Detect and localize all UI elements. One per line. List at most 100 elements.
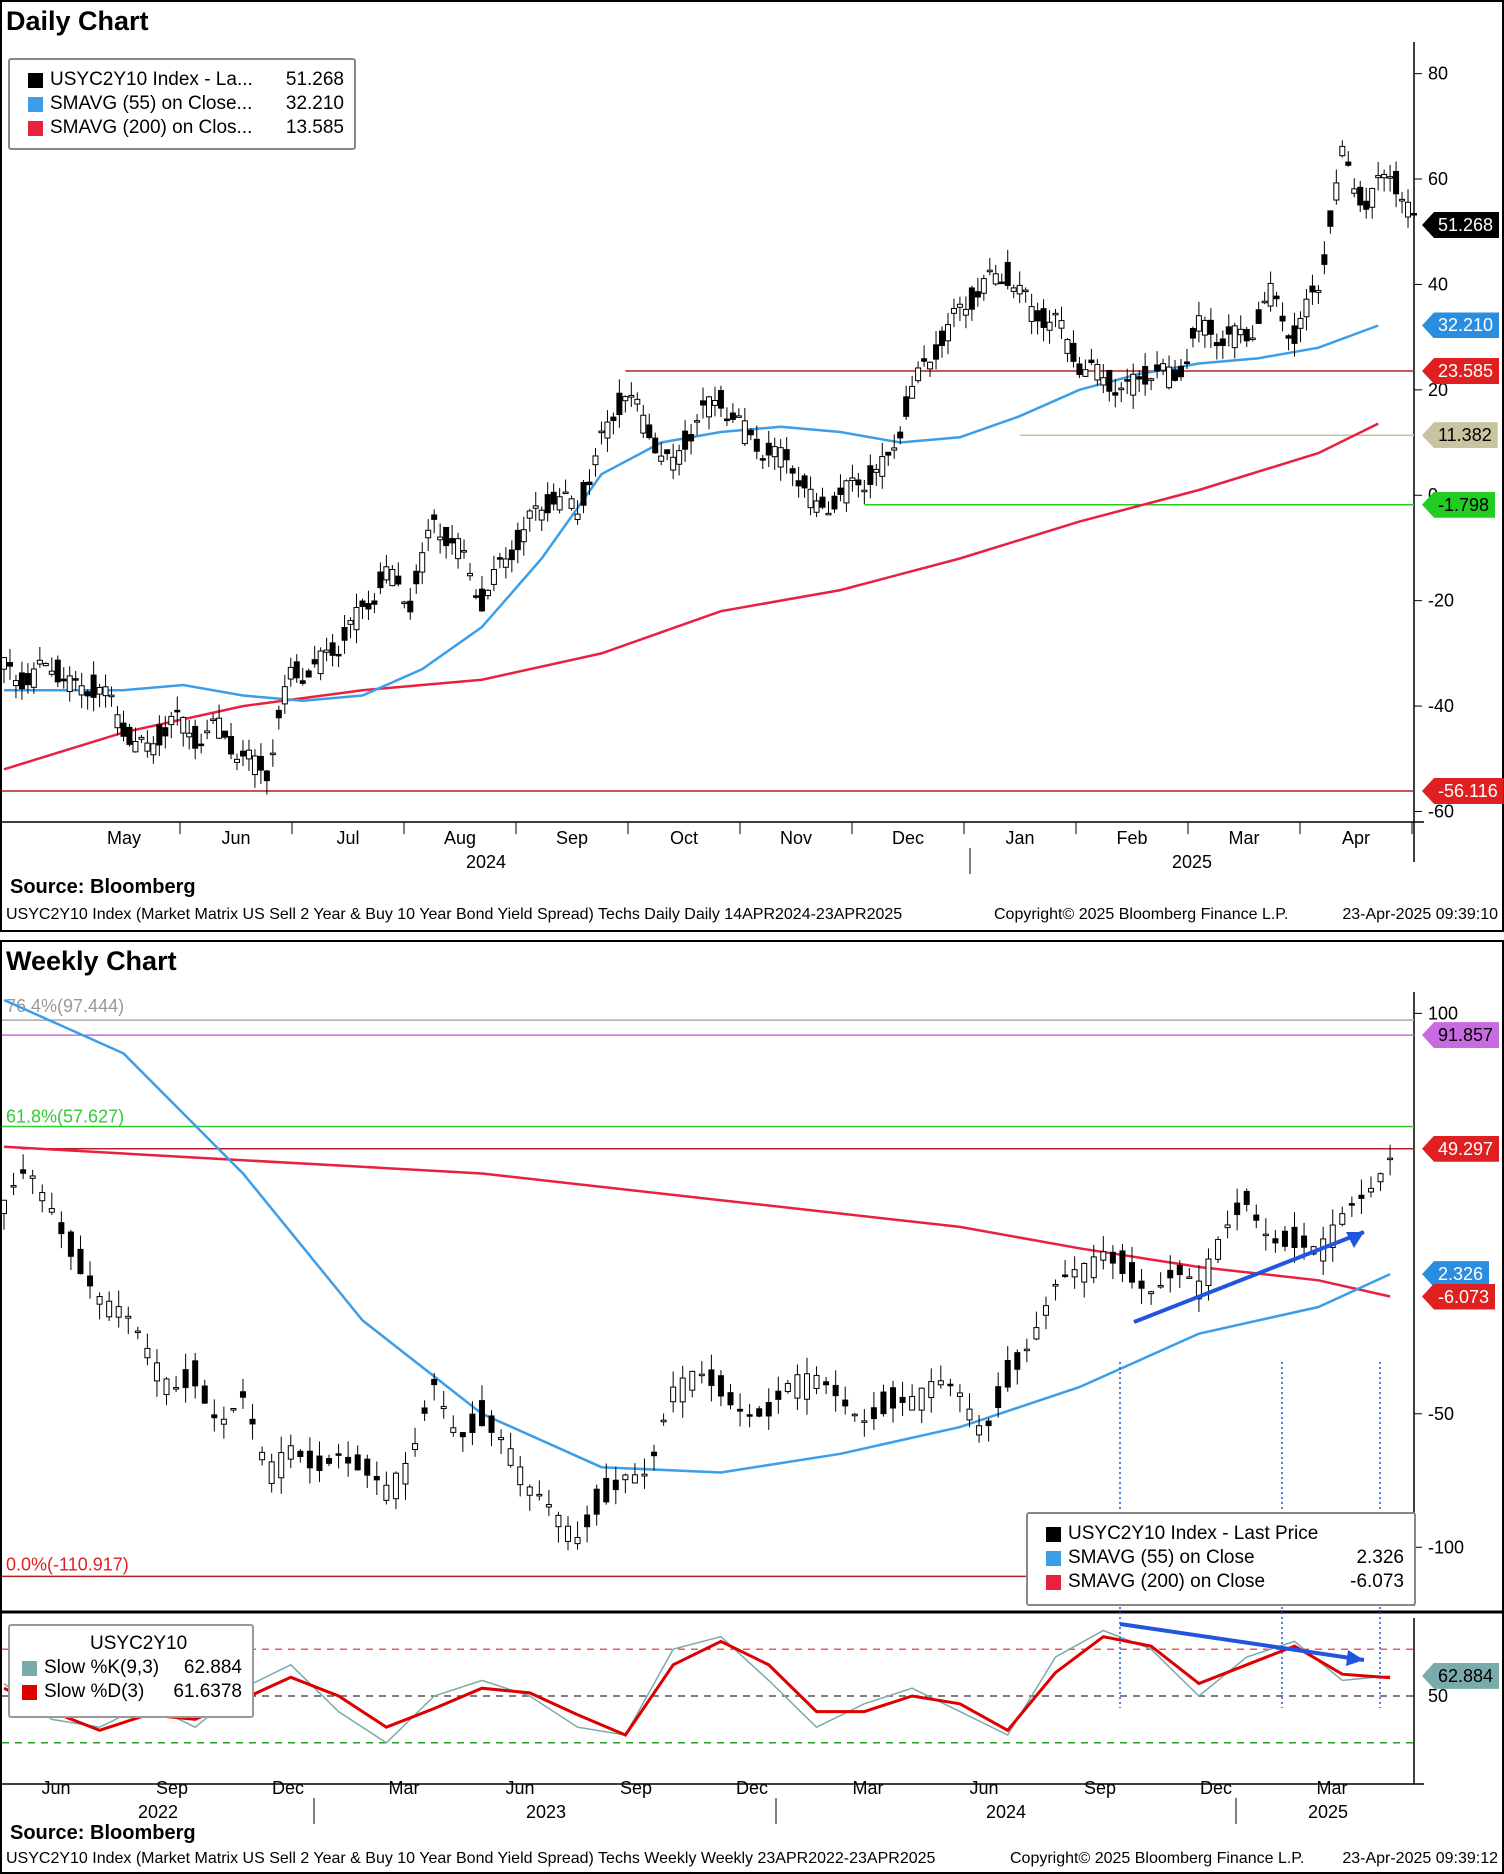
candle-body bbox=[132, 740, 139, 753]
candle-body bbox=[670, 456, 677, 471]
y-tick-label: -40 bbox=[1428, 696, 1454, 716]
candle-body bbox=[257, 755, 264, 771]
candle-body bbox=[928, 1381, 935, 1399]
candle-body bbox=[421, 1407, 428, 1414]
stoch-y-tick-label: 50 bbox=[1428, 1686, 1448, 1706]
candle-body bbox=[455, 538, 462, 560]
candle-body bbox=[269, 752, 276, 756]
legend-swatch bbox=[1046, 1551, 1061, 1566]
candle-body bbox=[1157, 1285, 1164, 1288]
candle-body bbox=[1291, 1226, 1298, 1248]
candle-body bbox=[163, 1378, 170, 1396]
candle-body bbox=[700, 400, 707, 406]
candle-body bbox=[903, 396, 910, 417]
candle-body bbox=[921, 358, 928, 362]
candle-body bbox=[1088, 359, 1095, 364]
candle-body bbox=[30, 668, 37, 688]
candle-body bbox=[652, 437, 659, 454]
stochastic-legend: USYC2Y10 Slow %K(9,3) 62.884 Slow %D(3) 61.6… bbox=[8, 1624, 254, 1718]
daily-source: Source: Bloomberg bbox=[10, 876, 196, 898]
legend-swatch bbox=[28, 73, 43, 88]
daily-footer: USYC2Y10 Index (Market Matrix US Sell 2 … bbox=[6, 906, 1498, 928]
candle-body bbox=[1272, 1238, 1279, 1244]
candle-body bbox=[612, 1479, 619, 1491]
legend-swatch bbox=[1046, 1527, 1061, 1542]
candle-body bbox=[1195, 1280, 1202, 1300]
candle-body bbox=[78, 685, 85, 696]
candle-body bbox=[962, 308, 969, 316]
weekly-source: Source: Bloomberg bbox=[10, 1822, 196, 1844]
candle-body bbox=[682, 430, 689, 450]
x-tick-label: Sep bbox=[556, 828, 588, 848]
candle-body bbox=[1377, 1173, 1384, 1183]
candle-body bbox=[440, 1406, 447, 1410]
candle-body bbox=[1023, 1348, 1030, 1352]
candle-body bbox=[1301, 1235, 1308, 1248]
candle-body bbox=[1148, 378, 1155, 381]
candle-body bbox=[1215, 1239, 1222, 1260]
candle-body bbox=[48, 670, 55, 675]
candle-body bbox=[1201, 319, 1208, 336]
candle-body bbox=[39, 1192, 46, 1202]
candle-body bbox=[837, 487, 844, 495]
candle-body bbox=[42, 662, 49, 667]
candle-body bbox=[90, 674, 97, 698]
candle-body bbox=[604, 421, 611, 439]
candle-body bbox=[1213, 342, 1220, 347]
candle-body bbox=[507, 1448, 514, 1466]
y-tick-label: 60 bbox=[1428, 169, 1448, 189]
candle-body bbox=[1142, 366, 1149, 385]
candle-body bbox=[753, 438, 760, 452]
candle-body bbox=[162, 727, 169, 737]
candle-body bbox=[556, 496, 563, 511]
candle-body bbox=[443, 526, 450, 547]
candle-body bbox=[472, 595, 479, 598]
candle-body bbox=[735, 415, 742, 418]
candle-body bbox=[364, 1458, 371, 1476]
candle-body bbox=[679, 1377, 686, 1403]
candle-body bbox=[1224, 1224, 1231, 1229]
candle-body bbox=[1109, 1251, 1116, 1264]
arrow-head bbox=[1346, 1232, 1364, 1248]
y-tick-label: 20 bbox=[1428, 380, 1448, 400]
candle-body bbox=[144, 742, 151, 752]
y-tick-label: 40 bbox=[1428, 274, 1448, 294]
candle-body bbox=[842, 1399, 849, 1407]
candle-body bbox=[1016, 284, 1023, 295]
candle-body bbox=[986, 269, 993, 273]
candle-body bbox=[192, 1360, 199, 1387]
price-tag: 91.857 bbox=[1422, 1022, 1500, 1049]
price-tag: 23.585 bbox=[1422, 357, 1500, 384]
candle-body bbox=[508, 549, 515, 561]
candle-body bbox=[1393, 170, 1400, 195]
candle-body bbox=[326, 1458, 333, 1464]
candle-body bbox=[861, 489, 868, 493]
candle-body bbox=[419, 552, 426, 573]
weekly-footer-timestamp: 23-Apr-2025 09:39:12 bbox=[1342, 1850, 1498, 1867]
candle-body bbox=[437, 536, 444, 541]
candle-body bbox=[1177, 365, 1184, 378]
candle-body bbox=[335, 1453, 342, 1456]
candle-body bbox=[1262, 1233, 1269, 1237]
legend-series-name: SMAVG (200) on Clos... bbox=[50, 117, 253, 138]
candle-body bbox=[87, 1275, 94, 1287]
legend-swatch bbox=[22, 1661, 37, 1676]
candle-body bbox=[10, 1185, 17, 1188]
candle-body bbox=[741, 420, 748, 445]
candle-body bbox=[1183, 361, 1190, 364]
candle-body bbox=[1261, 300, 1268, 304]
candle-body bbox=[933, 344, 940, 360]
candle-body bbox=[478, 588, 485, 612]
candle-body bbox=[1172, 369, 1179, 381]
candle-body bbox=[939, 330, 946, 347]
candle-body bbox=[980, 278, 987, 294]
candle-body bbox=[60, 678, 67, 682]
candle-body bbox=[831, 495, 838, 510]
candle-body bbox=[2, 1199, 7, 1215]
x-tick-label: Mar bbox=[1317, 1778, 1348, 1798]
candle-body bbox=[341, 626, 348, 641]
trend-arrow-stoch bbox=[1119, 1622, 1365, 1662]
legend-series-value: 2.326 bbox=[1356, 1547, 1404, 1568]
candle-body bbox=[1285, 335, 1292, 339]
legend-series-value: -6.073 bbox=[1350, 1571, 1404, 1592]
